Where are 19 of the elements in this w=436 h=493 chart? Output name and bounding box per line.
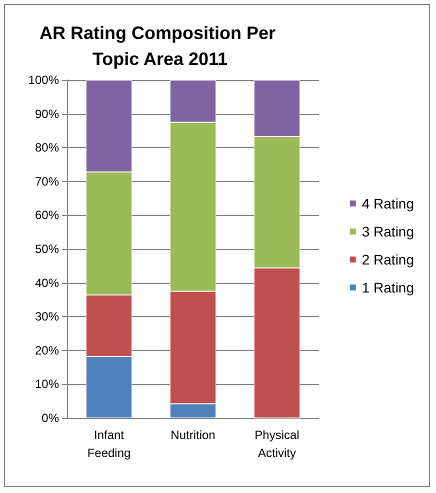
y-tick-label: 30% <box>34 310 60 324</box>
chart-title: AR Rating Composition Per Topic Area 2011 <box>39 23 281 69</box>
legend-label: 4 Rating <box>362 196 414 212</box>
legend-label: 2 Rating <box>362 252 414 268</box>
x-tick-label: Nutrition <box>170 428 216 442</box>
y-tick-label: 90% <box>34 106 60 121</box>
y-tick-label: 70% <box>34 174 60 188</box>
y-tick-label: 40% <box>34 276 60 290</box>
y-tick-label: 50% <box>34 242 60 256</box>
x-tick-label: Physical Activity <box>254 428 300 460</box>
y-tick-label: 10% <box>34 377 60 392</box>
y-tick-label: 60% <box>34 208 60 222</box>
y-tick-label: 80% <box>34 140 60 155</box>
legend-label: 1 Rating <box>362 280 414 296</box>
y-tick-label: 100% <box>28 73 60 87</box>
y-tick-label: 20% <box>34 343 60 358</box>
y-tick-label: 0% <box>42 411 60 425</box>
legend-label: 3 Rating <box>362 224 414 240</box>
x-tick-label: Infant Feeding <box>87 428 131 460</box>
